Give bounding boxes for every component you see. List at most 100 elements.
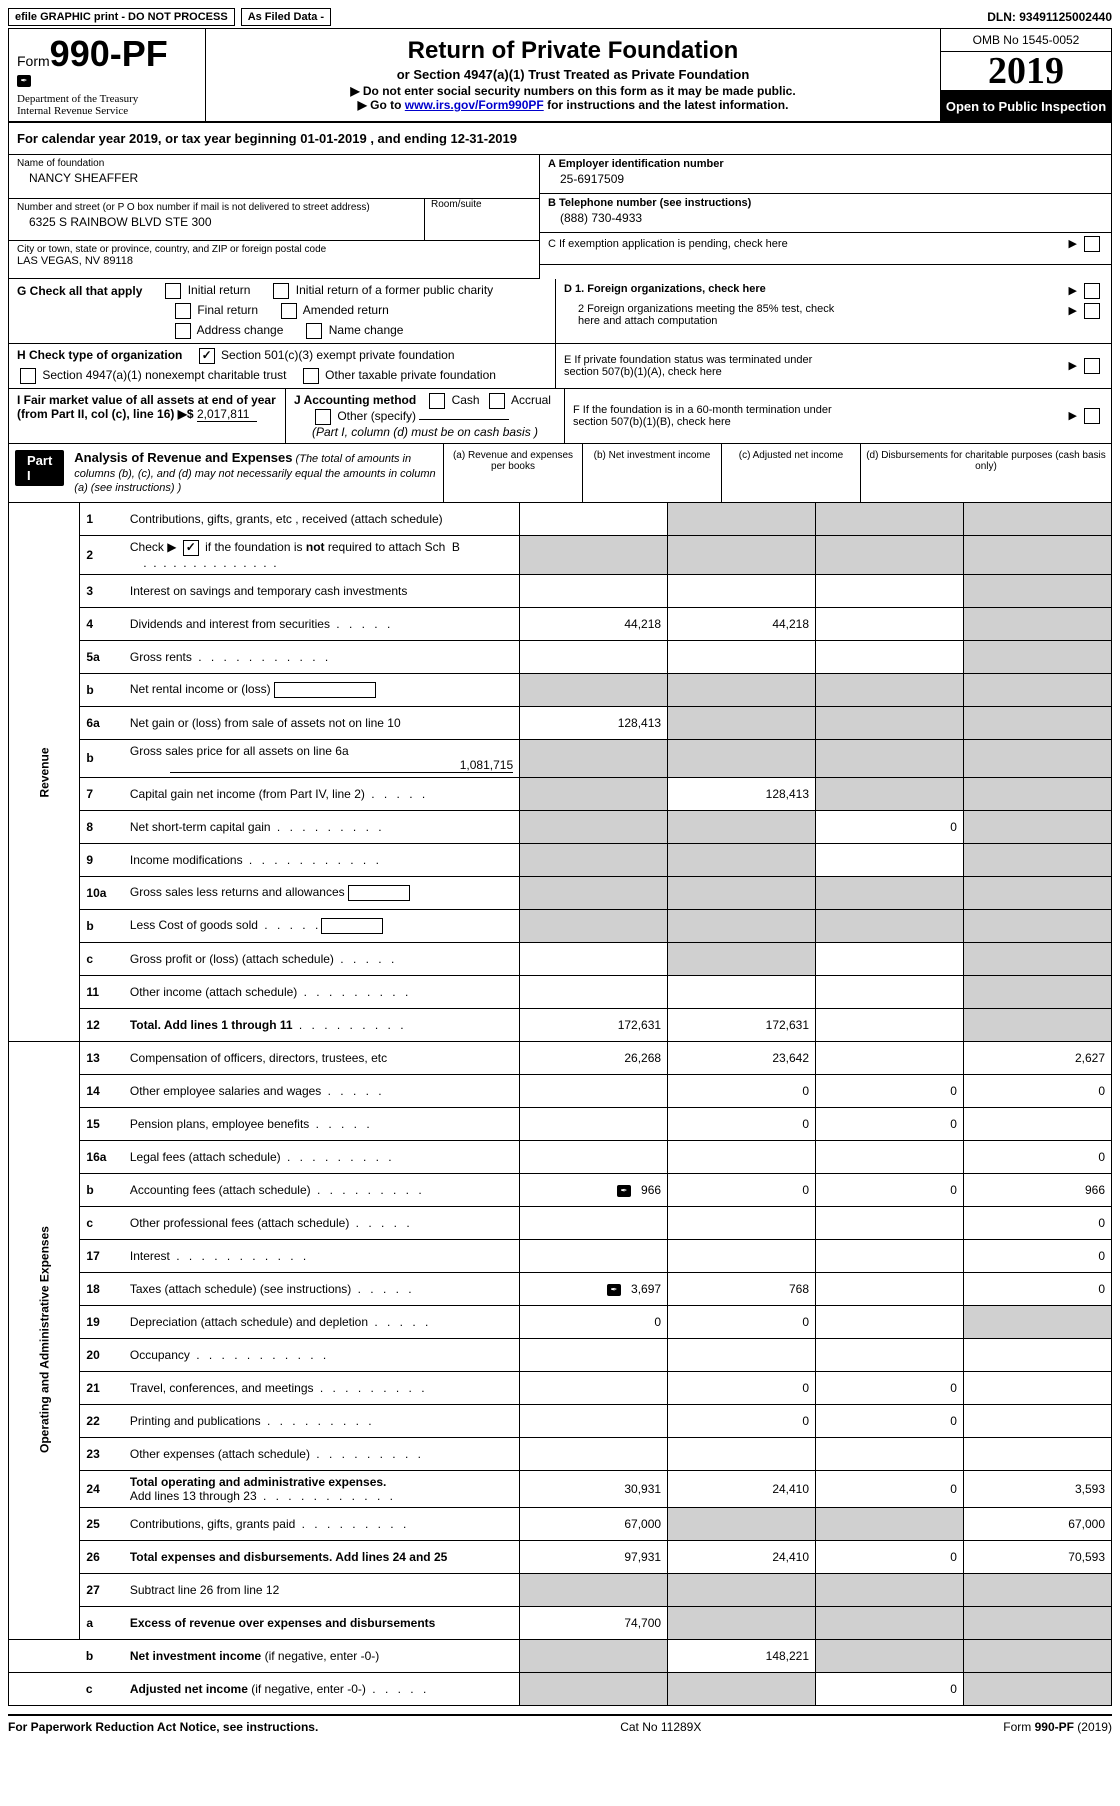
col-a-head: (a) Revenue and expenses per books (444, 444, 583, 501)
l9: Income modifications (130, 853, 243, 867)
footer-right: Form 990-PF (2019) (1003, 1720, 1112, 1734)
goto-post: for instructions and the latest informat… (544, 98, 789, 112)
dept-line1: Department of the Treasury (17, 93, 197, 105)
l27a: Excess of revenue over expenses and disb… (124, 1606, 520, 1639)
l8: Net short-term capital gain (130, 820, 271, 834)
irs-link[interactable]: www.irs.gov/Form990PF (405, 98, 544, 112)
dept-line2: Internal Revenue Service (17, 105, 197, 117)
omb-number: OMB No 1545-0052 (941, 29, 1111, 52)
l10a: Gross sales less returns and allowances (130, 885, 348, 899)
v18b: 768 (668, 1272, 816, 1305)
h-other-checkbox[interactable] (303, 368, 319, 384)
l6a: Net gain or (loss) from sale of assets n… (124, 706, 520, 739)
v14c: 0 (816, 1074, 964, 1107)
l5b: Net rental income or (loss) (130, 682, 274, 696)
form-prefix: Form (17, 53, 50, 69)
g-opt5: Name change (329, 323, 404, 337)
tel-value: (888) 730-4933 (548, 209, 1103, 225)
goto-pre: ▶ Go to (358, 98, 405, 112)
v16bc: 0 (816, 1173, 964, 1206)
v4b: 44,218 (668, 607, 816, 640)
revenue-vlabel: Revenue (9, 503, 80, 1042)
v14d: 0 (963, 1074, 1111, 1107)
l17: Interest (130, 1249, 170, 1263)
l2-checkbox[interactable] (183, 540, 199, 556)
d1-checkbox[interactable] (1084, 283, 1100, 299)
h-opt3: Other taxable private foundation (325, 368, 496, 382)
c-checkbox[interactable] (1084, 236, 1100, 252)
v16ba: 966 (641, 1183, 661, 1197)
l6b: Gross sales price for all assets on line… (130, 744, 349, 758)
footer-left: For Paperwork Reduction Act Notice, see … (8, 1720, 318, 1734)
l24b: Add lines 13 through 23 (130, 1489, 257, 1503)
h-opt2: Section 4947(a)(1) nonexempt charitable … (42, 368, 286, 382)
v24b: 24,410 (668, 1470, 816, 1507)
e-checkbox[interactable] (1084, 358, 1100, 374)
form-title: Return of Private Foundation (214, 37, 932, 65)
l4: Dividends and interest from securities (130, 617, 330, 631)
ein-value: 25-6917509 (548, 170, 1103, 186)
l27c: Adjusted net income (130, 1682, 248, 1696)
open-public-badge: Open to Public Inspection (941, 91, 1111, 121)
v18d: 0 (963, 1272, 1111, 1305)
l6b-val: 1,081,715 (170, 758, 513, 773)
expenses-vlabel: Operating and Administrative Expenses (9, 1041, 80, 1639)
part1-label: Part I (15, 450, 64, 486)
i-value: 2,017,811 (197, 407, 257, 422)
col-b-head: (b) Net investment income (583, 444, 722, 501)
c-label: C If exemption application is pending, c… (548, 238, 788, 250)
efile-notice: efile GRAPHIC print - DO NOT PROCESS (8, 8, 235, 26)
l27: Subtract line 26 from line 12 (124, 1573, 520, 1606)
j-cash-checkbox[interactable] (429, 393, 445, 409)
dln: DLN: 93491125002440 (987, 10, 1112, 24)
h-4947-checkbox[interactable] (20, 368, 36, 384)
j-other-checkbox[interactable] (315, 409, 331, 425)
v4a: 44,218 (520, 607, 668, 640)
name-label: Name of foundation (17, 158, 531, 169)
f-checkbox[interactable] (1084, 408, 1100, 424)
form-header: Form990-PF ✒ Department of the Treasury … (8, 28, 1112, 123)
g-initial-checkbox[interactable] (165, 283, 181, 299)
g-initial-former-checkbox[interactable] (273, 283, 289, 299)
g-amended-checkbox[interactable] (281, 303, 297, 319)
ssn-notice: ▶ Do not enter social security numbers o… (214, 84, 932, 98)
l7: Capital gain net income (from Part IV, l… (130, 787, 365, 801)
g-final-checkbox[interactable] (175, 303, 191, 319)
l11: Other income (attach schedule) (130, 985, 297, 999)
g-address-checkbox[interactable] (175, 323, 191, 339)
l10b: Less Cost of goods sold (130, 918, 258, 932)
j-accrual-checkbox[interactable] (489, 393, 505, 409)
v25d: 67,000 (963, 1507, 1111, 1540)
form-subtitle: or Section 4947(a)(1) Trust Treated as P… (214, 67, 932, 82)
g-opt0: Initial return (188, 283, 251, 297)
v27cc: 0 (816, 1672, 964, 1705)
l23: Other expenses (attach schedule) (130, 1447, 310, 1461)
v22b: 0 (668, 1404, 816, 1437)
footer-mid: Cat No 11289X (620, 1720, 701, 1734)
v8c: 0 (816, 810, 964, 843)
h-501c3-checkbox[interactable] (199, 348, 215, 364)
l25: Contributions, gifts, grants paid (130, 1517, 295, 1531)
address: 6325 S RAINBOW BLVD STE 300 (17, 213, 418, 229)
l26: Total expenses and disbursements. Add li… (130, 1550, 447, 1564)
v26b: 24,410 (668, 1540, 816, 1573)
d2-checkbox[interactable] (1084, 303, 1100, 319)
f-label: F If the foundation is in a 60-month ter… (573, 404, 853, 428)
v7b: 128,413 (668, 777, 816, 810)
tel-label: B Telephone number (see instructions) (548, 197, 1103, 209)
v16ad: 0 (963, 1140, 1111, 1173)
city-label: City or town, state or province, country… (17, 244, 531, 255)
addr-label: Number and street (or P O box number if … (17, 202, 418, 213)
l20: Occupancy (130, 1348, 190, 1362)
irs-logo-icon: ✒ (17, 75, 31, 87)
l16a: Legal fees (attach schedule) (130, 1150, 281, 1164)
l3: Interest on savings and temporary cash i… (124, 574, 520, 607)
l10c: Gross profit or (loss) (attach schedule) (130, 952, 334, 966)
l1: Contributions, gifts, grants, etc , rece… (124, 503, 520, 536)
page-footer: For Paperwork Reduction Act Notice, see … (8, 1714, 1112, 1738)
l2-pre: Check ▶ (130, 540, 180, 554)
v27bb: 148,221 (668, 1639, 816, 1672)
col-c-head: (c) Adjusted net income (722, 444, 861, 501)
v15c: 0 (816, 1107, 964, 1140)
g-name-checkbox[interactable] (306, 323, 322, 339)
